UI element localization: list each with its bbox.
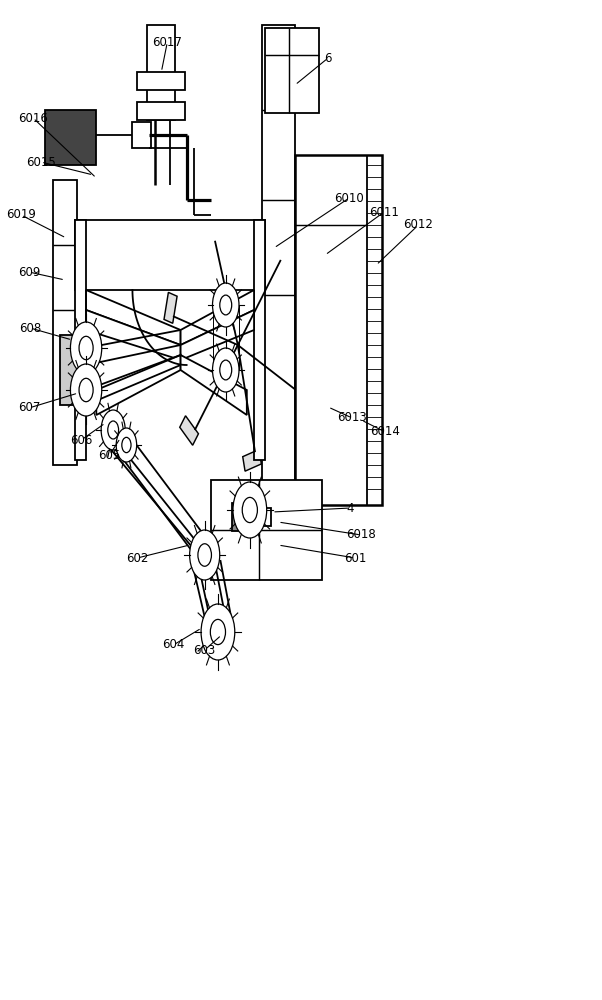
Polygon shape [181, 290, 254, 345]
Bar [53, 180, 77, 465]
Text: 6012: 6012 [403, 219, 433, 232]
Polygon shape [164, 292, 177, 323]
Polygon shape [208, 220, 227, 244]
Text: 6013: 6013 [337, 411, 367, 424]
Circle shape [242, 497, 258, 523]
Circle shape [116, 428, 137, 462]
Text: 6010: 6010 [334, 192, 364, 205]
Bar [262, 25, 295, 495]
Circle shape [70, 322, 102, 374]
Polygon shape [96, 355, 181, 415]
Text: 603: 603 [194, 644, 216, 656]
Circle shape [198, 544, 211, 566]
Text: 6014: 6014 [370, 425, 400, 438]
Circle shape [79, 378, 93, 402]
Bar [132, 122, 150, 148]
Circle shape [220, 360, 232, 380]
Polygon shape [181, 355, 247, 415]
Bar [232, 503, 256, 531]
Text: 6018: 6018 [346, 528, 376, 542]
Bar [295, 155, 382, 505]
Text: 605: 605 [99, 449, 120, 462]
Text: 601: 601 [344, 552, 367, 564]
Polygon shape [293, 385, 308, 417]
Bar [137, 102, 185, 120]
Circle shape [233, 482, 267, 538]
Bar [265, 28, 319, 113]
Text: 6011: 6011 [369, 206, 399, 219]
Bar [60, 335, 78, 405]
Text: 607: 607 [17, 401, 40, 414]
Circle shape [220, 295, 232, 315]
Bar [75, 220, 86, 460]
Polygon shape [243, 449, 261, 471]
Bar [147, 25, 175, 120]
Polygon shape [277, 245, 296, 274]
Circle shape [213, 283, 239, 327]
Bar [254, 220, 265, 460]
Circle shape [70, 364, 102, 416]
Circle shape [190, 530, 220, 580]
Circle shape [122, 437, 131, 453]
Text: 602: 602 [126, 552, 149, 564]
Circle shape [79, 336, 93, 360]
Text: 6017: 6017 [152, 35, 182, 48]
Text: 608: 608 [19, 322, 41, 335]
Polygon shape [180, 416, 199, 445]
Text: 6: 6 [324, 51, 332, 64]
Text: 609: 609 [17, 265, 40, 278]
Text: 6016: 6016 [18, 111, 48, 124]
Polygon shape [181, 310, 254, 360]
Bar [258, 508, 271, 526]
Text: 606: 606 [70, 434, 93, 446]
Text: 6015: 6015 [26, 155, 56, 168]
Polygon shape [86, 290, 181, 345]
Circle shape [108, 421, 119, 439]
Circle shape [101, 410, 125, 450]
Text: 4: 4 [347, 502, 354, 514]
Text: 6019: 6019 [6, 209, 36, 222]
Circle shape [210, 619, 226, 645]
Polygon shape [86, 310, 181, 360]
Bar [75, 220, 265, 290]
Text: 604: 604 [162, 639, 185, 652]
Bar [45, 110, 96, 165]
Circle shape [213, 348, 239, 392]
Bar [137, 72, 185, 90]
Bar [211, 480, 322, 580]
Circle shape [201, 604, 235, 660]
